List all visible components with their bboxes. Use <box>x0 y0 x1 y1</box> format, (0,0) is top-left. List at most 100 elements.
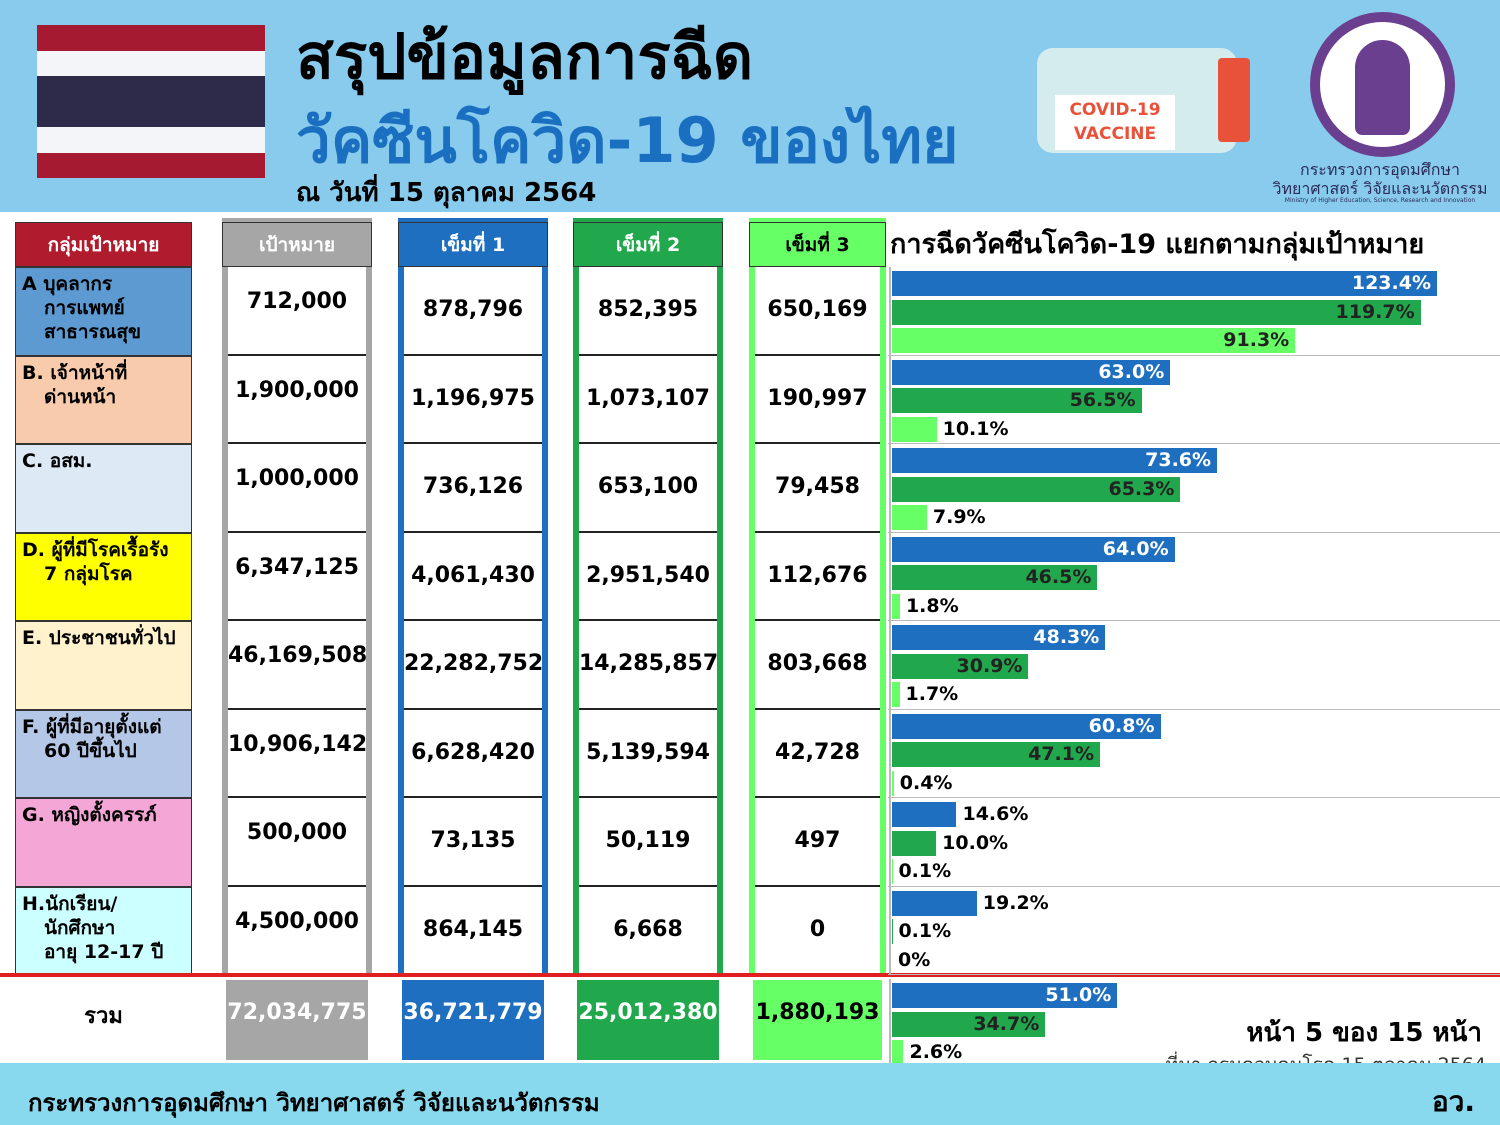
bar-label: 63.0% <box>1098 360 1165 383</box>
bar <box>892 625 1106 650</box>
total-label: รวม <box>84 1003 123 1029</box>
group-separator <box>888 443 1500 444</box>
bar <box>892 653 1029 679</box>
group-separator <box>888 797 1500 798</box>
row-label: G. หญิงตั้งครรภ์ <box>15 798 192 887</box>
group-separator <box>888 974 1500 975</box>
bar-label: 10.1% <box>942 417 1009 440</box>
column-header: เข็มที่ 3 <box>749 222 886 267</box>
row-label-line: C. อสม. <box>22 450 93 472</box>
title-1: สรุปข้อมูลการฉีด <box>296 20 754 93</box>
bar-label: 0.1% <box>898 920 952 942</box>
footer-abbr: อว. <box>1431 1085 1475 1118</box>
bar <box>892 448 1218 473</box>
bar <box>892 830 937 856</box>
cell: 112,676 <box>755 532 880 621</box>
bar-label: 51.0% <box>1045 984 1112 1006</box>
axis-line <box>889 709 891 798</box>
logo-inner <box>1355 40 1410 135</box>
bar-label: 119.7% <box>1335 300 1415 323</box>
bar <box>892 1040 904 1065</box>
footer-ministry: กระทรวงการอุดมศึกษา วิทยาศาสตร์ วิจัยและ… <box>28 1089 600 1117</box>
group-separator <box>888 531 1500 533</box>
cell: 6,628,420 <box>404 709 542 798</box>
cell: 650,169 <box>755 267 880 356</box>
column-header: กลุ่มเป้าหมาย <box>15 222 192 267</box>
cell: 0 <box>755 886 880 975</box>
cell: 5,139,594 <box>579 709 717 798</box>
bar-label: 60.8% <box>1088 714 1155 737</box>
cell: 878,796 <box>404 267 542 356</box>
group-separator <box>888 708 1500 710</box>
bar <box>892 536 1175 562</box>
row-label-line: H.นักเรียน/ <box>22 892 118 915</box>
row-label-line: E. ประชาชนทั่วไป <box>22 627 176 649</box>
bar-label: 47.1% <box>1028 743 1095 765</box>
chart-title: การฉีดวัคซีนโควิด-19 แยกตามกลุ่มเป้าหมาย <box>890 229 1425 260</box>
title-2: วัคซีนโควิด-19 ของไทย <box>296 104 959 177</box>
group-separator <box>888 620 1500 621</box>
bar <box>892 388 1142 413</box>
vaccine-cap <box>1218 58 1250 142</box>
bar-label: 64.0% <box>1102 537 1169 560</box>
bar-label: 46.5% <box>1025 566 1092 588</box>
bar-label: 30.9% <box>956 654 1023 677</box>
bar-label: 1.8% <box>905 594 959 617</box>
cell: 1,900,000 <box>228 355 366 444</box>
row-label-line: การแพทย์ <box>44 297 125 319</box>
cell: 22,282,752 <box>404 621 543 710</box>
total-cell: 36,721,779 <box>402 980 544 1060</box>
vaccine-label: COVID-19 VACCINE <box>1055 95 1175 150</box>
bar <box>892 802 957 827</box>
total-cell: 1,880,193 <box>753 980 882 1060</box>
bar <box>892 565 1098 590</box>
bar <box>892 983 1118 1008</box>
bar-label: 14.6% <box>962 803 1029 825</box>
row-label: D. ผู้ที่มีโรคเรื้อรัง 7 กลุ่มโรค <box>15 532 192 621</box>
cell: 4,061,430 <box>404 532 542 621</box>
total-cell: 25,012,380 <box>577 980 719 1060</box>
bar-label: 0.4% <box>899 771 953 794</box>
row-label-line: นักศึกษา <box>44 916 116 939</box>
footer-bg <box>0 1063 1500 1125</box>
ministry-2: วิทยาศาสตร์ วิจัยและนวัตกรรม <box>1272 179 1488 198</box>
row-label: H.นักเรียน/นักศึกษา อายุ 12-17 ปี <box>15 886 192 975</box>
row-label: F. ผู้ที่มีอายุตั้งแต่ 60 ปีขึ้นไป <box>15 709 192 798</box>
cell: 500,000 <box>228 798 366 887</box>
cell: 497 <box>755 798 880 887</box>
row-label-line: สาธารณสุข <box>44 321 141 343</box>
cell: 803,668 <box>755 621 880 710</box>
bar-label: 7.9% <box>932 506 986 528</box>
row-label: B. เจ้าหน้าที่ ด่านหน้า <box>15 355 192 444</box>
cell: 712,000 <box>228 267 366 356</box>
bar-label: 48.3% <box>1033 626 1100 648</box>
cell: 190,997 <box>755 355 880 444</box>
bar-label: 10.0% <box>942 831 1009 854</box>
bar-label: 19.2% <box>982 891 1049 914</box>
cell: 736,126 <box>404 444 542 533</box>
bar-label: 91.3% <box>1223 329 1290 351</box>
cell: 1,000,000 <box>228 444 366 533</box>
axis-line <box>889 267 891 356</box>
cell: 6,347,125 <box>228 532 366 621</box>
row-label-line: G. หญิงตั้งครรภ์ <box>22 804 157 826</box>
cell: 2,951,540 <box>579 532 717 621</box>
bar <box>892 328 1296 353</box>
cell: 46,169,508 <box>228 621 367 710</box>
cell: 50,119 <box>579 798 717 887</box>
row-label-line: D. ผู้ที่มีโรคเรื้อรัง <box>22 538 169 561</box>
cell: 42,728 <box>755 709 880 798</box>
axis-line <box>889 355 891 444</box>
row-label-line: F. ผู้ที่มีอายุตั้งแต่ <box>22 715 162 738</box>
bar-label: 0.1% <box>898 860 952 882</box>
cell: 79,458 <box>755 444 880 533</box>
bar <box>892 299 1421 325</box>
axis-line <box>889 532 891 621</box>
bar <box>892 476 1181 502</box>
bar <box>892 713 1161 739</box>
bar <box>892 416 937 442</box>
row-label-line: 60 ปีขึ้นไป <box>44 739 137 762</box>
total-line <box>0 973 1500 977</box>
column-header: เข็มที่ 2 <box>573 222 723 267</box>
